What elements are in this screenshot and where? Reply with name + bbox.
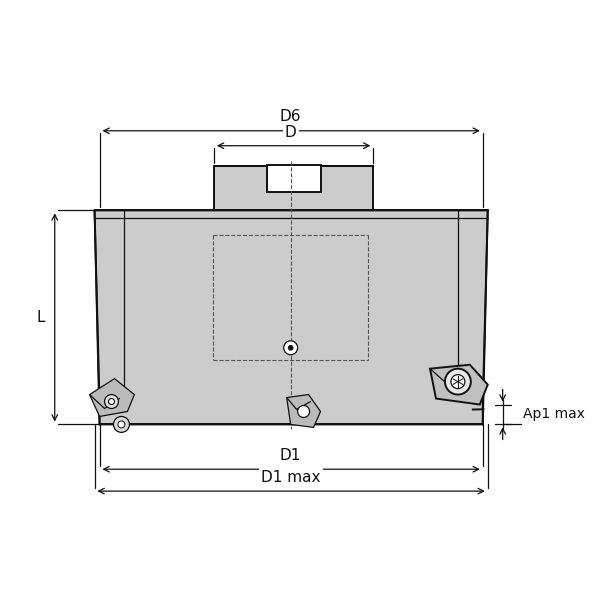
Polygon shape [95, 211, 488, 424]
Text: Ap1 max: Ap1 max [523, 407, 584, 421]
Text: L: L [37, 310, 45, 325]
Polygon shape [430, 365, 488, 404]
Circle shape [298, 406, 310, 418]
Polygon shape [214, 166, 373, 211]
Polygon shape [89, 379, 134, 416]
Polygon shape [287, 395, 320, 427]
Text: D1 max: D1 max [261, 470, 320, 485]
Circle shape [288, 345, 293, 350]
Circle shape [118, 421, 125, 428]
Polygon shape [267, 164, 320, 193]
Circle shape [113, 416, 130, 433]
Text: D6: D6 [280, 109, 301, 124]
Circle shape [451, 374, 465, 389]
Circle shape [284, 341, 298, 355]
Circle shape [445, 368, 471, 395]
Circle shape [109, 398, 115, 404]
Text: D1: D1 [280, 448, 301, 463]
Text: D: D [285, 125, 296, 140]
Circle shape [104, 395, 118, 409]
